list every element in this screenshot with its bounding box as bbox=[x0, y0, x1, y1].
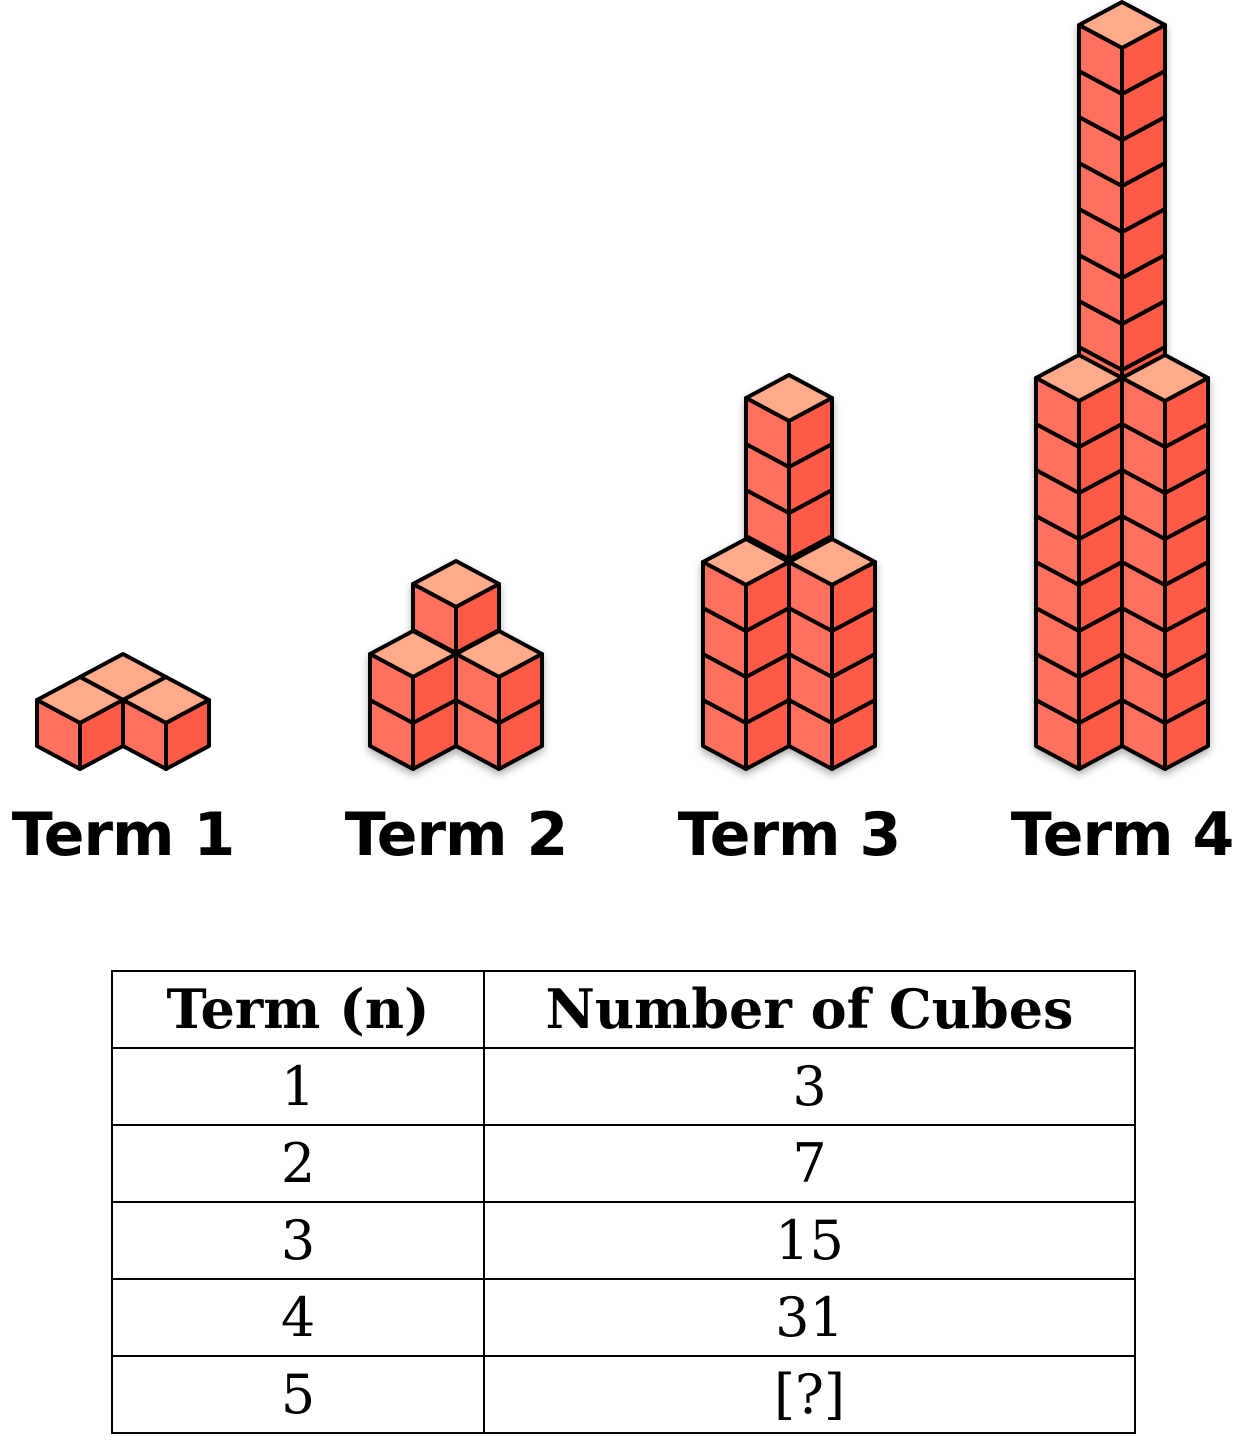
cubes-cell: 31 bbox=[483, 1278, 1136, 1357]
term-cell: 2 bbox=[111, 1124, 485, 1203]
cube bbox=[121, 675, 211, 771]
cube bbox=[1120, 353, 1210, 449]
cube bbox=[744, 373, 834, 469]
table-row: 3 15 bbox=[111, 1201, 1136, 1280]
cubes-cell: [?] bbox=[483, 1355, 1136, 1434]
cube bbox=[701, 537, 791, 633]
term-2-figure bbox=[368, 559, 544, 771]
cube bbox=[787, 537, 877, 633]
cubes-cell: 3 bbox=[483, 1047, 1136, 1126]
cube bbox=[35, 675, 125, 771]
header-cubes: Number of Cubes bbox=[483, 970, 1136, 1049]
header-term: Term (n) bbox=[111, 970, 485, 1049]
term-3-label: Term 3 bbox=[677, 800, 901, 870]
term-3-figure bbox=[701, 373, 877, 771]
cube-figures bbox=[35, 0, 1210, 771]
term-1-figure bbox=[35, 652, 211, 771]
cube bbox=[368, 629, 458, 725]
term-cell: 3 bbox=[111, 1201, 485, 1280]
table-header-row: Term (n) Number of Cubes bbox=[111, 970, 1136, 1049]
term-cell: 5 bbox=[111, 1355, 485, 1434]
cubes-cell: 7 bbox=[483, 1124, 1136, 1203]
term-2-label: Term 2 bbox=[344, 800, 568, 870]
cubes-cell: 15 bbox=[483, 1201, 1136, 1280]
term-4-label: Term 4 bbox=[1010, 800, 1234, 870]
table-row: 5 [?] bbox=[111, 1355, 1136, 1434]
cube bbox=[454, 629, 544, 725]
term-4-figure bbox=[1034, 0, 1210, 771]
term-cell: 1 bbox=[111, 1047, 485, 1126]
table-row: 4 31 bbox=[111, 1278, 1136, 1357]
term-1-label: Term 1 bbox=[11, 800, 235, 870]
term-cell: 4 bbox=[111, 1278, 485, 1357]
cube bbox=[1077, 0, 1167, 96]
